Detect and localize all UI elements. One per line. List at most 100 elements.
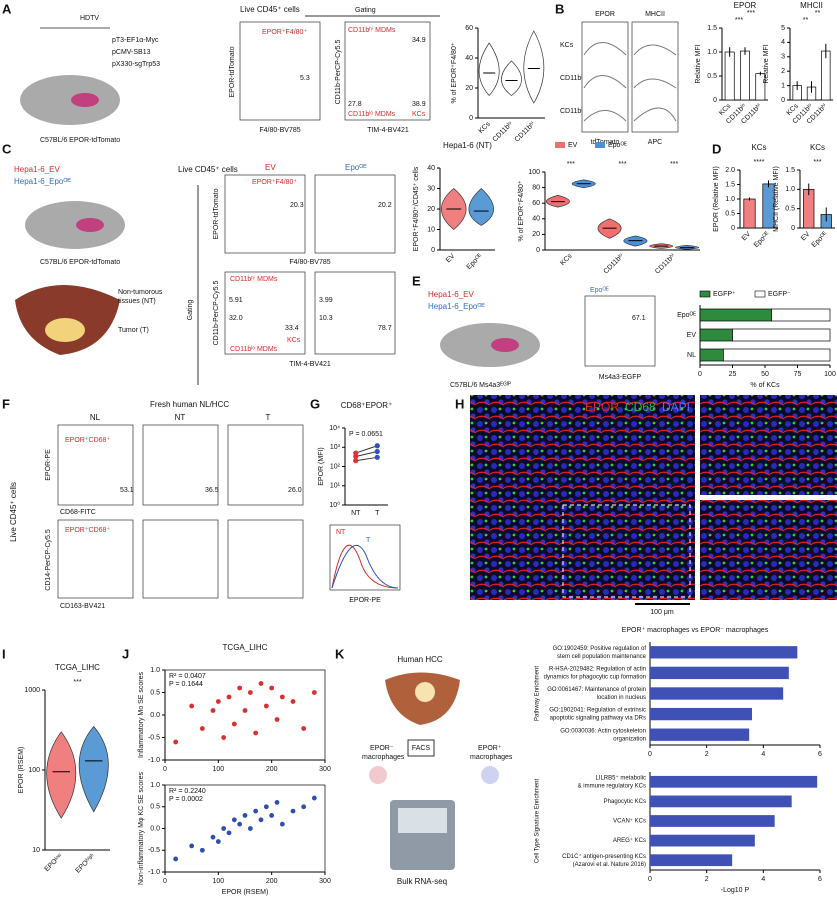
x-tick-label: 200 [266, 878, 278, 885]
point [258, 681, 264, 686]
category-label: KCs [559, 252, 574, 267]
axis-label: CD11b-PerCP-Cy5.5 [335, 39, 342, 104]
bar [650, 834, 755, 847]
y-axis-label: % of EPOR⁺F4/80⁺ [518, 180, 525, 241]
x-tick-label: 6 [818, 876, 822, 883]
category-label: Epoᴼᴱ [677, 312, 696, 319]
axis-label: APC [648, 139, 662, 146]
point [311, 690, 317, 695]
chart-title: CD68⁺EPOR⁺ [341, 401, 393, 410]
bar [650, 707, 752, 721]
histogram [631, 21, 679, 133]
y-tick-label: 20 [465, 85, 473, 92]
category-label: LILRB5⁺ metabolic [595, 774, 646, 781]
liver [491, 338, 519, 352]
y-tick-label: 10 [32, 847, 40, 854]
point [226, 694, 232, 700]
violin [501, 60, 522, 96]
annotation: *** [73, 679, 81, 686]
axis-label: CD68-FITC [60, 509, 96, 516]
point [263, 804, 269, 810]
y-tick-label: 1.5 [785, 167, 795, 174]
gate-value: 5.3 [300, 75, 310, 82]
violin [478, 42, 500, 97]
y-axis-label: EPOR (RSEM) [18, 747, 25, 794]
point [290, 699, 296, 704]
y-tick-label: 0.0 [150, 712, 160, 719]
x-tick-label: 4 [761, 751, 765, 758]
y-tick-label: 0 [536, 247, 540, 254]
label: Hepa1-6_EV [14, 165, 60, 174]
label: FACS [412, 745, 431, 752]
bar-segment [699, 328, 733, 342]
micrograph-zoom [700, 395, 837, 495]
y-tick-label: 1.0 [725, 196, 735, 203]
chart-title: EPOR [734, 1, 757, 10]
flow-plot [584, 295, 656, 367]
panel-letter: A [2, 1, 12, 16]
annotation: *** [747, 10, 755, 17]
stain-label: EPOR [585, 400, 619, 414]
y-tick-label: 1.0 [785, 186, 795, 193]
x-tick-label: 100 [212, 766, 224, 773]
axis-label: F4/80-BV785 [289, 259, 330, 266]
y-tick-label: 0 [731, 225, 735, 232]
label: KCs [560, 42, 574, 49]
point [173, 739, 179, 745]
category-label: EV [445, 253, 457, 265]
label: Bulk RNA-seq [397, 877, 447, 886]
bar [740, 50, 750, 101]
mouse [440, 323, 540, 367]
chart-title: TCGA_LIHC [55, 663, 100, 672]
flow-plot [57, 519, 134, 599]
point [274, 717, 280, 722]
label: T [366, 537, 371, 544]
x-tick-label: 4 [761, 876, 765, 883]
bar [650, 687, 784, 700]
label: NT [336, 529, 346, 536]
point [226, 830, 232, 836]
y-axis-label: Inflammatory Mo SE scores [138, 672, 145, 758]
category-label: Epoᴼᴱ [753, 231, 771, 249]
y-tick-label: -1.0 [148, 869, 160, 876]
flow-plot [227, 519, 304, 599]
gate-value: 3.99 [319, 297, 333, 304]
point [269, 685, 275, 691]
x-tick-label: 2 [705, 876, 709, 883]
point [253, 808, 259, 814]
y-tick-label: 10 [427, 226, 435, 233]
axis-label: CD163-BV421 [60, 603, 105, 610]
axis-label: EPOR-tdTomato [229, 46, 236, 97]
category-label: R-HSA-2029482: Regulation of actin [549, 666, 646, 672]
category-label: Epoᴼᴱ [466, 253, 484, 271]
axis-label: tdTomato [591, 139, 620, 146]
y-tick-label: 0.5 [150, 804, 160, 811]
histogram [329, 524, 401, 591]
point [247, 826, 253, 831]
bar-segment [732, 328, 831, 342]
point [374, 443, 380, 449]
gate-value: 38.9 [412, 101, 426, 108]
point [189, 843, 195, 849]
point [301, 726, 307, 731]
label: Live CD45⁺ cells [178, 165, 238, 174]
legend-label: Epoᴼᴱ [608, 142, 627, 149]
panel-letter: J [122, 646, 129, 661]
annotation: *** [670, 161, 678, 168]
y-tick-label: 40 [532, 216, 540, 223]
point [199, 726, 205, 731]
y-tick-label: 4 [781, 39, 785, 46]
annotation: R² = 0.0407 [169, 673, 206, 680]
category-label: & immune regulatory KCs [578, 783, 646, 789]
category-label: NT [351, 510, 361, 517]
y-tick-label: 20 [427, 206, 435, 213]
axis-label: EPOR-PE [45, 449, 52, 481]
category-label: GO:0030036: Actin cytoskeleton [560, 728, 646, 734]
x-tick-label: 0 [163, 878, 167, 885]
category-label: Phagocytic KCs [604, 799, 646, 805]
category-label: VCAN⁺ KCs [613, 818, 646, 825]
point [311, 795, 317, 801]
x-tick-label: 0 [163, 766, 167, 773]
zoom-box [562, 504, 691, 598]
gate-value: 20.3 [290, 202, 304, 209]
